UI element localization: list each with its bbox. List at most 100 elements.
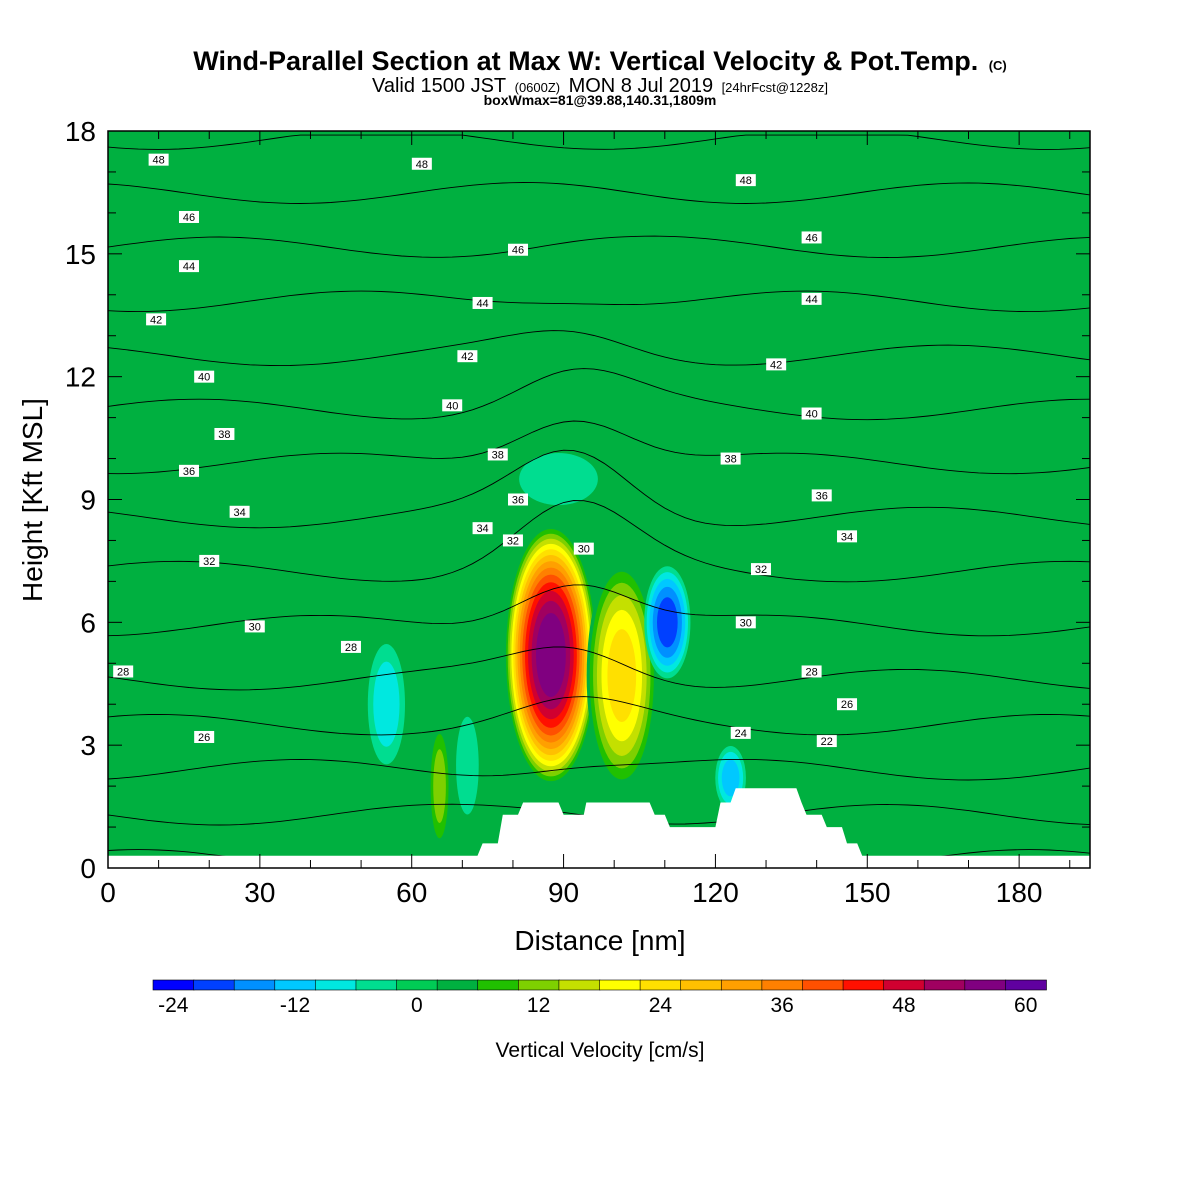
svg-text:32: 32 [203, 556, 215, 568]
chart-valid-line: Valid 1500 JST (0600Z) MON 8 Jul 2019 [2… [372, 75, 828, 97]
colorbar-swatch [964, 979, 1007, 991]
svg-text:34: 34 [233, 507, 245, 519]
contour-label: 30 [573, 542, 594, 556]
colorbar-swatch [599, 979, 641, 991]
colorbar-swatch [842, 979, 885, 991]
svg-text:28: 28 [117, 666, 129, 678]
terrain-mask [108, 788, 1090, 868]
theta-contour-line [107, 134, 1091, 150]
svg-text:40: 40 [198, 372, 210, 384]
svg-text:22: 22 [821, 736, 833, 748]
colorbar: -24 -12 0 12 24 36 48 60 [152, 979, 1047, 1017]
contour-label: 34 [837, 530, 858, 543]
svg-text:42: 42 [150, 314, 162, 326]
svg-text:46: 46 [805, 232, 817, 244]
svg-text:42: 42 [770, 359, 782, 371]
colorbar-swatch [883, 979, 926, 991]
colorbar-tick-label: 48 [892, 994, 915, 1017]
w-contour-fill [433, 749, 446, 823]
x-tick-label: 150 [844, 877, 891, 908]
y-tick-label: 15 [65, 239, 96, 270]
contour-label: 34 [229, 505, 250, 519]
contour-label: 36 [178, 464, 199, 478]
x-tick-label: 60 [396, 877, 427, 908]
colorbar-swatch [396, 979, 438, 991]
colorbar-swatch [518, 979, 560, 991]
colorbar-swatch [680, 979, 723, 991]
contour-label: 36 [508, 493, 529, 507]
contour-label: 40 [801, 407, 822, 421]
theta-contour-labels: 48 48 48 46 46 46 44 44 44 42 42 42 40 40 40 38 38 38 36 36… [113, 153, 858, 748]
contour-label: 22 [816, 735, 837, 748]
svg-text:48: 48 [740, 175, 752, 187]
plot-area: 48 48 48 46 46 46 44 44 44 42 42 42 40 40 40 38 38 38 36 36… [107, 130, 1091, 869]
x-tick-label: 30 [244, 877, 275, 908]
contour-label: 46 [801, 231, 822, 244]
contour-label: 44 [178, 260, 199, 273]
theta-contour-line [107, 758, 1091, 781]
contour-label: 32 [750, 563, 771, 576]
svg-text:40: 40 [805, 409, 817, 421]
svg-text:36: 36 [512, 495, 524, 507]
contour-label: 42 [766, 358, 787, 371]
svg-text:32: 32 [755, 564, 767, 576]
colorbar-swatch [720, 979, 763, 991]
svg-text:44: 44 [183, 261, 195, 273]
svg-text:48: 48 [152, 155, 164, 167]
colorbar-tick-label: 0 [411, 994, 423, 1017]
contour-label: 30 [735, 616, 756, 629]
contour-label: 48 [411, 157, 432, 171]
w-feature [644, 566, 691, 679]
svg-text:26: 26 [198, 732, 210, 744]
theta-contour-line [107, 290, 1091, 313]
theta-contour-line [107, 330, 1091, 367]
contour-label: 42 [146, 313, 167, 326]
w-feature [519, 452, 598, 506]
svg-text:28: 28 [805, 666, 817, 678]
contour-label: 28 [340, 640, 361, 654]
colorbar-swatch [558, 979, 601, 991]
theta-contour-line [107, 449, 1091, 529]
contour-label: 26 [837, 698, 858, 711]
w-feature [367, 644, 406, 765]
contour-label: 46 [178, 210, 199, 224]
y-tick-label: 6 [80, 607, 96, 638]
w-contour-fill [607, 629, 637, 722]
w-contour-fill [535, 613, 566, 698]
colorbar-swatch [477, 979, 520, 991]
svg-text:34: 34 [841, 531, 853, 543]
w-contour-fill [519, 452, 598, 506]
svg-text:42: 42 [461, 351, 473, 363]
svg-text:26: 26 [841, 699, 853, 711]
contour-label: 40 [442, 399, 463, 412]
contour-label: 44 [472, 296, 493, 310]
svg-text:30: 30 [740, 617, 752, 629]
contour-label: 28 [801, 665, 822, 678]
contour-label: 46 [508, 243, 529, 257]
colorbar-swatch [355, 979, 398, 991]
contour-label: 48 [148, 153, 169, 167]
contour-label: 38 [487, 448, 508, 461]
contour-label: 26 [194, 730, 215, 744]
contour-label: 28 [113, 665, 134, 678]
colorbar-swatch [639, 979, 682, 991]
colorbar-swatch [193, 979, 235, 991]
contour-label: 36 [811, 489, 832, 502]
svg-text:36: 36 [183, 466, 195, 478]
svg-text:38: 38 [724, 454, 736, 466]
colorbar-swatch [1005, 979, 1047, 991]
y-tick-label: 3 [80, 730, 96, 761]
colorbar-swatch [315, 979, 357, 991]
svg-text:32: 32 [507, 535, 519, 547]
svg-text:44: 44 [805, 294, 817, 306]
theta-contour-line [107, 646, 1091, 691]
x-tick-label: 180 [996, 877, 1043, 908]
w-contour-fill [721, 759, 740, 797]
colorbar-tick-label: -12 [280, 994, 310, 1017]
chart-title: Wind-Parallel Section at Max W: Vertical… [193, 46, 1006, 76]
svg-text:34: 34 [476, 523, 488, 535]
svg-text:44: 44 [476, 298, 488, 310]
contour-label: 32 [199, 554, 220, 568]
